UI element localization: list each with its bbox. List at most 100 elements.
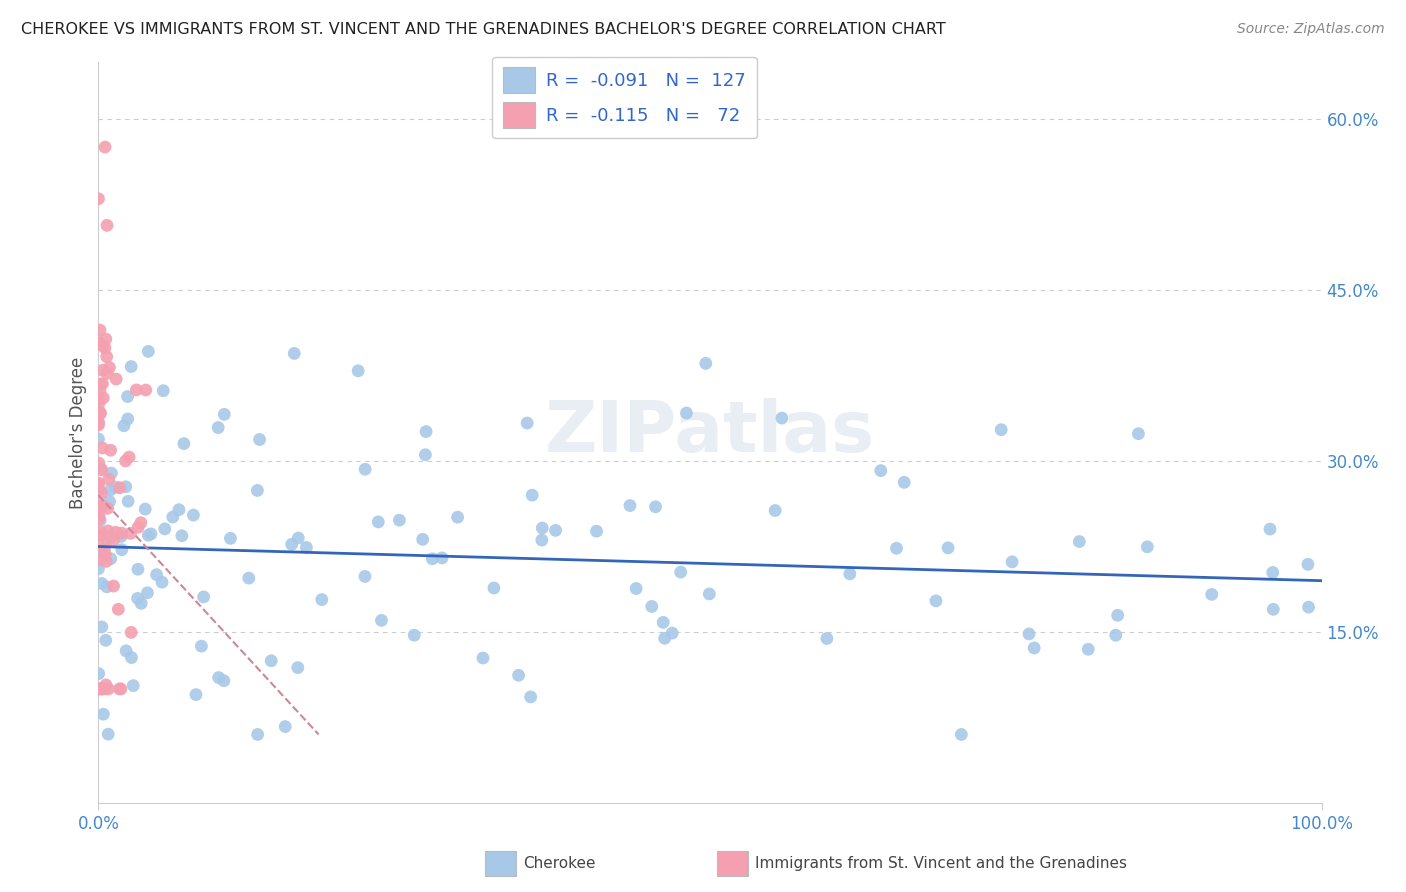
Point xyxy=(89,384,111,399)
Point xyxy=(1001,555,1024,569)
Point xyxy=(114,480,136,494)
Point xyxy=(388,513,411,527)
Point xyxy=(87,432,110,446)
Point xyxy=(136,528,159,542)
Point xyxy=(129,596,152,610)
Point xyxy=(91,391,114,405)
Point xyxy=(87,500,110,514)
Point xyxy=(117,390,139,404)
Point xyxy=(117,412,139,426)
Point xyxy=(90,486,112,500)
Point xyxy=(212,673,235,688)
Point xyxy=(89,483,111,497)
Point xyxy=(238,571,260,585)
Point xyxy=(1105,628,1128,642)
Text: Cherokee: Cherokee xyxy=(523,856,596,871)
Point xyxy=(249,433,271,447)
Point xyxy=(1296,558,1319,572)
Point xyxy=(93,681,115,696)
Point xyxy=(1018,627,1040,641)
Point xyxy=(153,522,176,536)
Point xyxy=(118,450,141,464)
Point xyxy=(96,554,118,568)
Point xyxy=(125,383,148,397)
Point xyxy=(117,494,139,508)
Point xyxy=(100,443,122,458)
Point xyxy=(91,681,114,696)
Point xyxy=(97,727,120,741)
Point xyxy=(87,497,110,511)
Point xyxy=(120,359,142,374)
Point xyxy=(139,527,162,541)
Point xyxy=(508,668,530,682)
Point xyxy=(94,140,117,154)
Point xyxy=(121,650,143,665)
Point xyxy=(246,727,269,741)
Point xyxy=(127,520,149,534)
Point xyxy=(94,341,117,355)
Point xyxy=(287,531,309,545)
Point xyxy=(893,475,915,490)
Point xyxy=(347,364,370,378)
Point xyxy=(115,644,138,658)
Point xyxy=(246,483,269,498)
Point xyxy=(122,679,145,693)
Point xyxy=(695,356,717,370)
Point xyxy=(990,423,1012,437)
Point xyxy=(89,335,111,350)
Point xyxy=(108,681,131,696)
Point xyxy=(654,632,676,646)
Point xyxy=(1258,522,1281,536)
Point xyxy=(675,406,697,420)
Point xyxy=(644,500,666,514)
Point xyxy=(110,529,132,543)
Point xyxy=(96,219,118,233)
Point xyxy=(87,562,110,576)
Point xyxy=(624,582,647,596)
Point xyxy=(91,376,114,391)
Point xyxy=(96,367,118,381)
Point xyxy=(89,552,111,566)
Point xyxy=(412,533,434,547)
Point xyxy=(472,651,495,665)
Point xyxy=(135,383,157,397)
Point xyxy=(90,524,112,539)
Point xyxy=(763,503,786,517)
Point xyxy=(93,542,115,557)
Point xyxy=(127,562,149,576)
Point xyxy=(105,372,128,386)
Point xyxy=(89,377,111,392)
Legend: R =  -0.091   N =  127, R =  -0.115   N =   72: R = -0.091 N = 127, R = -0.115 N = 72 xyxy=(492,57,756,138)
Point xyxy=(100,551,122,566)
Point xyxy=(530,533,553,547)
Point xyxy=(91,499,114,513)
Text: Immigrants from St. Vincent and the Grenadines: Immigrants from St. Vincent and the Gren… xyxy=(755,856,1128,871)
Point xyxy=(90,463,112,477)
Point xyxy=(87,393,110,408)
Point xyxy=(207,420,229,434)
Point xyxy=(108,481,131,495)
Point xyxy=(936,541,959,555)
Point xyxy=(87,192,110,206)
Point xyxy=(1069,534,1091,549)
Text: Source: ZipAtlas.com: Source: ZipAtlas.com xyxy=(1237,22,1385,37)
Point xyxy=(87,681,110,696)
Point xyxy=(1298,600,1320,615)
Point xyxy=(274,720,297,734)
Point xyxy=(91,339,114,353)
Point xyxy=(430,550,453,565)
Point xyxy=(91,441,114,455)
Point xyxy=(1107,608,1129,623)
Point xyxy=(89,528,111,542)
Point xyxy=(90,620,112,634)
Point xyxy=(98,494,121,508)
Point xyxy=(283,346,305,360)
Point xyxy=(87,476,110,491)
Point xyxy=(1136,540,1159,554)
Text: CHEROKEE VS IMMIGRANTS FROM ST. VINCENT AND THE GRENADINES BACHELOR'S DEGREE COR: CHEROKEE VS IMMIGRANTS FROM ST. VINCENT … xyxy=(21,22,946,37)
Point xyxy=(415,425,437,439)
Point xyxy=(697,587,720,601)
Point xyxy=(886,541,908,556)
Point xyxy=(1077,642,1099,657)
Point xyxy=(89,513,111,527)
